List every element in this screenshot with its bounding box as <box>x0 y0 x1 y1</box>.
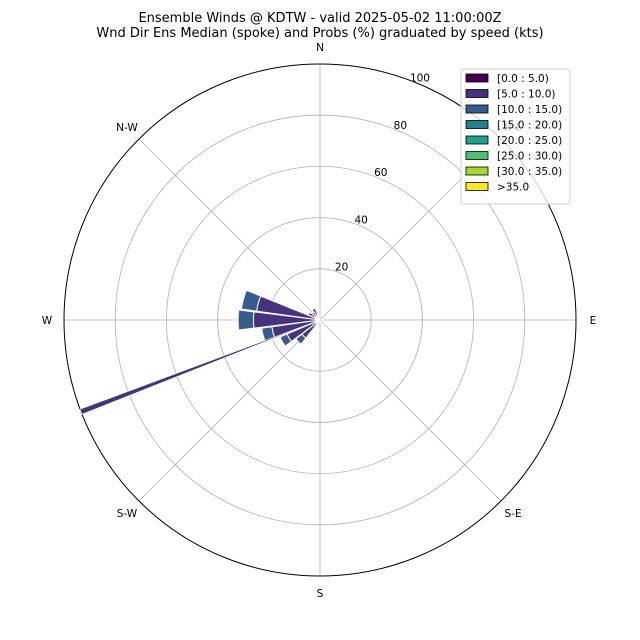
outer-ring <box>63 63 577 577</box>
legend: [0.0 : 5.0) [5.0 : 10.0) [10.0 : 15.0) [15.… <box>460 68 571 205</box>
legend-swatch-1 <box>465 89 489 98</box>
radial-tick-label-100: 100 <box>410 72 430 84</box>
median-spoke <box>79 319 321 415</box>
radial-tick-label-80: 80 <box>394 120 407 132</box>
legend-label-7: >35.0 <box>497 182 529 194</box>
ring-60 <box>165 165 475 475</box>
legend-swatch-2 <box>465 104 489 114</box>
direction-label-e: E <box>590 315 597 327</box>
legend-swatch-5 <box>465 151 489 160</box>
legend-label-2: [10.0 : 15.0) <box>497 104 562 116</box>
legend-label-5: [25.0 : 30.0) <box>497 151 562 163</box>
radial-tick-label-60: 60 <box>374 167 387 179</box>
radial-tick-label-20: 20 <box>335 262 348 274</box>
wind-bars <box>237 289 324 347</box>
direction-label-w: W <box>42 315 53 327</box>
radial-gridline-135 <box>319 319 502 502</box>
median-spoke-wedge <box>79 319 321 415</box>
legend-swatch-4 <box>465 135 489 145</box>
legend-label-3: [15.0 : 20.0) <box>497 120 562 132</box>
legend-label-6: [30.0 : 35.0) <box>497 166 562 178</box>
bar-segment-270-bin2 <box>237 309 255 331</box>
chart-subtitle: Wnd Dir Ens Median (spoke) and Probs (%)… <box>96 26 544 41</box>
chart-title-block: Ensemble Winds @ KDTW - valid 2025-05-02… <box>0 11 640 41</box>
ring-40 <box>217 217 423 423</box>
legend-swatch-6 <box>465 166 489 176</box>
radial-gridline-315 <box>138 138 321 321</box>
bar-segment-225-bin2 <box>295 333 307 345</box>
legend-swatch-0 <box>465 73 489 83</box>
bar-segment-90-bin1 <box>319 319 324 321</box>
ring-80 <box>114 114 526 526</box>
legend-swatch-7 <box>465 182 489 191</box>
radial-tick-label-40: 40 <box>354 214 367 226</box>
direction-label-s-w: S-W <box>117 508 138 520</box>
bar-segment-330-bin1 <box>311 307 320 319</box>
legend-swatch-3 <box>465 120 489 129</box>
legend-label-0: [0.0 : 5.0) <box>497 73 549 85</box>
direction-label-s: S <box>317 588 324 600</box>
legend-label-4: [20.0 : 25.0) <box>497 135 562 147</box>
direction-label-n-w: N-W <box>116 122 138 134</box>
radial-gridline-225 <box>138 319 321 502</box>
chart-title: Ensemble Winds @ KDTW - valid 2025-05-02… <box>138 11 502 26</box>
direction-label-s-e: S-E <box>504 508 521 520</box>
bar-segment-240-bin2 <box>279 333 293 347</box>
bar-segment-285-bin2 <box>240 289 262 312</box>
direction-label-n: N <box>316 42 324 54</box>
legend-label-1: [5.0 : 10.0) <box>497 89 555 101</box>
